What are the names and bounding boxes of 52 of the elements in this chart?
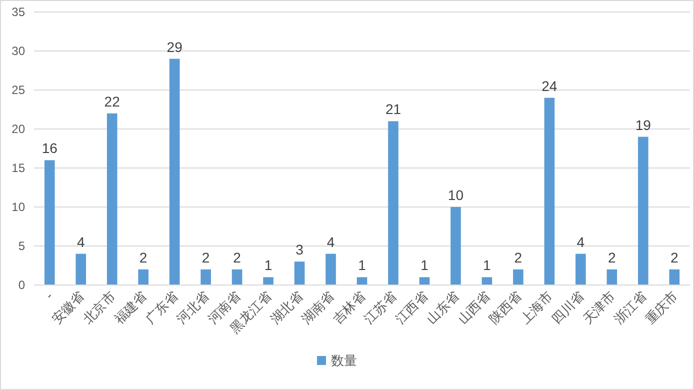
bar: [106, 113, 118, 285]
bar: [482, 277, 492, 285]
data-label: 22: [104, 93, 120, 110]
data-label: 2: [670, 249, 678, 266]
bar: [638, 136, 648, 285]
data-label: 2: [514, 249, 522, 266]
bar: [294, 262, 305, 285]
bar: [200, 269, 211, 285]
data-label: 24: [542, 78, 558, 94]
data-label: 2: [233, 249, 242, 266]
data-label: 4: [76, 234, 85, 250]
data-label: 1: [264, 257, 272, 274]
bar: [76, 254, 86, 285]
bar: [419, 277, 430, 285]
x-tick-label: -: [42, 288, 56, 302]
bar: [544, 98, 555, 285]
data-label: 29: [166, 38, 183, 55]
data-label: 19: [635, 116, 652, 133]
data-label: 2: [202, 249, 210, 266]
bar: [263, 277, 274, 285]
data-label: 1: [483, 257, 492, 274]
bar: [669, 269, 680, 285]
data-label: 10: [448, 187, 464, 203]
y-tick-label: 30: [12, 44, 26, 58]
data-label: 16: [42, 140, 58, 156]
bar: [606, 269, 618, 285]
data-label: 2: [139, 249, 148, 266]
data-label: 4: [576, 234, 585, 250]
bar: [576, 254, 586, 285]
y-tick-label: 0: [18, 278, 26, 292]
data-label: 4: [326, 234, 335, 250]
y-tick-label: 5: [18, 239, 26, 253]
bar: [356, 277, 368, 285]
data-label: 1: [358, 257, 366, 274]
data-label: 21: [385, 101, 402, 118]
bar: [138, 269, 148, 285]
data-label: 2: [608, 249, 616, 266]
y-tick-label: 10: [12, 200, 26, 214]
data-label: 3: [296, 242, 304, 258]
legend-label: 数量: [331, 353, 357, 368]
bar: [232, 269, 242, 285]
y-tick-label: 15: [12, 161, 26, 175]
y-tick-label: 35: [12, 5, 26, 19]
bar: [326, 254, 336, 285]
bar: [513, 269, 524, 285]
y-tick-label: 25: [12, 83, 26, 97]
data-label: 1: [420, 257, 429, 274]
y-tick-label: 20: [12, 122, 26, 136]
bar: [450, 207, 461, 285]
bar: [169, 58, 180, 285]
bar: [44, 160, 55, 285]
bar: [388, 121, 398, 285]
